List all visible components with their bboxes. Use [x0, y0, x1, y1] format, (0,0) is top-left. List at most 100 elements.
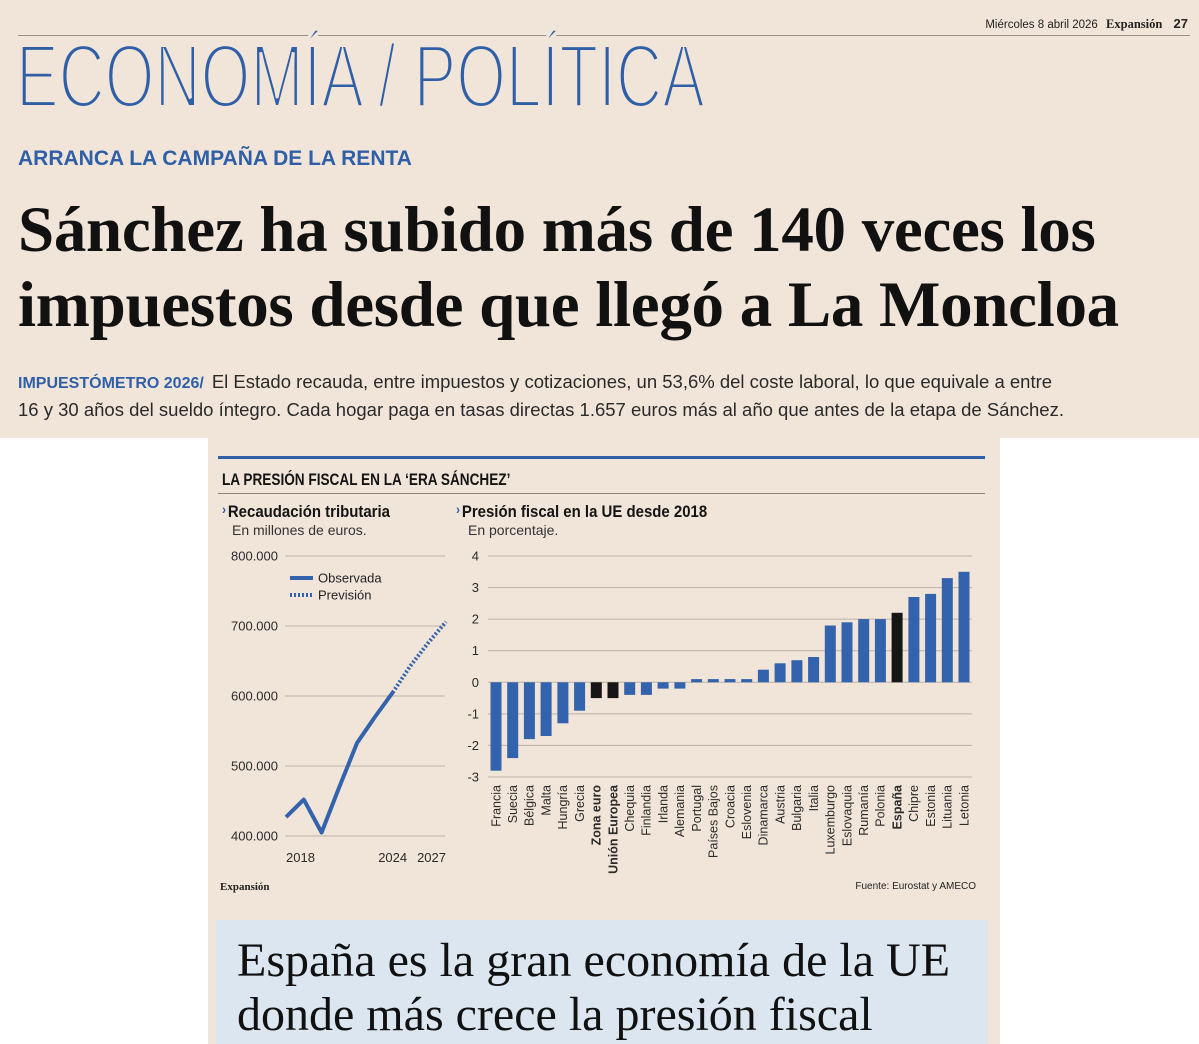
- y-tick-label: 400.000: [231, 829, 278, 844]
- top-background: [0, 0, 1199, 438]
- header-rule: [18, 35, 1190, 36]
- category-label: Bulgaria: [790, 785, 804, 831]
- bar: [507, 682, 519, 759]
- y-tick-label: 0: [472, 675, 479, 690]
- chevron-icon: [222, 502, 226, 516]
- y-tick-label: 3: [472, 580, 479, 595]
- category-label: Zona euro: [590, 785, 604, 846]
- category-label: Croacia: [723, 785, 737, 828]
- category-label: Letonia: [957, 785, 971, 826]
- observed-line: [284, 691, 395, 835]
- bar: [640, 682, 652, 695]
- y-tick-label: 800.000: [231, 549, 278, 564]
- category-label: Alemania: [673, 785, 687, 837]
- bar: [841, 622, 853, 683]
- category-label: Luxemburgo: [824, 785, 838, 855]
- lead-paragraph: IMPUESTÓMETRO 2026/El Estado recauda, en…: [18, 369, 1188, 423]
- category-label: Chequia: [623, 785, 637, 832]
- x-tick-label: 2024: [378, 850, 407, 865]
- y-tick-label: 700.000: [231, 619, 278, 634]
- line-chart-subtitle: En millones de euros.: [232, 522, 367, 538]
- bar: [557, 682, 569, 724]
- bar: [691, 679, 703, 683]
- y-tick-label: 2: [472, 612, 479, 627]
- lead-label: IMPUESTÓMETRO 2026/: [18, 375, 204, 392]
- infographic-title-rule: [218, 493, 985, 494]
- legend-observed-label: Observada: [318, 571, 382, 586]
- category-label: Malta: [539, 785, 553, 816]
- category-label: Unión Europea: [606, 784, 620, 874]
- charts-svg: 800.000 700.000 600.000 500.000 400.000 2018 2…: [231, 549, 972, 874]
- bar: [674, 682, 686, 689]
- category-label: Austria: [773, 785, 787, 824]
- category-label: Grecia: [573, 785, 587, 822]
- graphic-credit: Expansión: [220, 881, 270, 893]
- category-label: Finlandia: [640, 785, 654, 836]
- forecast-line: [391, 620, 448, 694]
- kicker: ARRANCA LA CAMPAÑA DE LA RENTA: [18, 147, 412, 170]
- bar-chart-subtitle: En porcentaje.: [468, 522, 559, 538]
- category-label: Lituania: [941, 785, 955, 829]
- category-label: Países Bajos: [707, 785, 721, 858]
- publication-name: Expansión: [1106, 17, 1163, 31]
- bar: [824, 625, 836, 683]
- bar: [791, 660, 803, 683]
- y-tick-label: -3: [467, 770, 479, 785]
- bar: [523, 682, 535, 740]
- bar: [757, 669, 769, 683]
- line-chart-title-text: Recaudación tributaria: [227, 502, 390, 521]
- line-chart-title: Recaudación tributaria: [222, 503, 390, 520]
- bar: [624, 682, 636, 695]
- bar: [941, 578, 953, 683]
- lead-line: 16 y 30 años del sueldo íntegro. Cada ho…: [18, 399, 1064, 420]
- category-label: Eslovaquia: [840, 785, 854, 846]
- subheadline-box: España es la gran economía de la UE dond…: [216, 920, 988, 1044]
- bar: [891, 612, 903, 683]
- subheadline-line: España es la gran economía de la UE: [237, 934, 951, 987]
- category-label: Italia: [807, 785, 821, 811]
- bar: [707, 679, 719, 683]
- category-label: Portugal: [690, 785, 704, 832]
- page-header: Miércoles 8 abril 2026 Expansión 27: [985, 17, 1188, 32]
- headline-line: Sánchez ha subido más de 140 veces los: [18, 194, 1096, 266]
- y-tick-label: -1: [467, 706, 479, 721]
- bar: [958, 571, 970, 683]
- bar: [925, 593, 937, 683]
- category-label: Rumanía: [857, 785, 871, 836]
- bar-chart-title: Presión fiscal en la UE desde 2018: [456, 503, 707, 520]
- infographic-title: LA PRESIÓN FISCAL EN LA ‘ERA SÁNCHEZ’: [222, 470, 511, 489]
- subheadline-line: donde más crece la presión fiscal: [237, 988, 873, 1041]
- y-tick-label: -2: [467, 738, 479, 753]
- category-label: Chipre: [907, 785, 921, 822]
- graphic-source: Fuente: Eurostat y AMECO: [855, 881, 976, 892]
- category-label: Bélgica: [523, 785, 537, 826]
- category-label: Suecia: [506, 785, 520, 823]
- category-label: Estonia: [924, 785, 938, 827]
- page-number: 27: [1173, 16, 1188, 31]
- issue-date: Miércoles 8 abril 2026: [985, 19, 1098, 31]
- category-label: Irlanda: [656, 785, 670, 823]
- bar: [858, 619, 870, 683]
- section-title: ECONOMÍA / POLÍTICA: [15, 27, 707, 127]
- infographic-panel: LA PRESIÓN FISCAL EN LA ‘ERA SÁNCHEZ’ Re…: [208, 438, 1000, 1044]
- y-tick-label: 600.000: [231, 689, 278, 704]
- y-tick-label: 500.000: [231, 759, 278, 774]
- bar: [590, 682, 602, 699]
- bar: [741, 679, 753, 683]
- bar: [874, 619, 886, 683]
- lead-line: IMPUESTÓMETRO 2026/El Estado recauda, en…: [18, 369, 1188, 397]
- bar: [490, 682, 502, 771]
- headline: Sánchez ha subido más de 140 veces los i…: [18, 193, 1119, 343]
- bar: [607, 682, 619, 699]
- y-tick-label: 4: [472, 549, 479, 564]
- category-label: Hungría: [556, 785, 570, 830]
- category-label: Eslovenia: [740, 785, 754, 839]
- bar: [574, 682, 586, 711]
- line-chart-legend: Observada Previsión: [290, 571, 382, 603]
- line-chart: 800.000 700.000 600.000 500.000 400.000 2018 2…: [231, 549, 448, 865]
- bar: [540, 682, 552, 736]
- headline-line: impuestos desde que llegó a La Moncloa: [18, 269, 1119, 341]
- bar: [657, 682, 669, 689]
- bar: [774, 663, 786, 683]
